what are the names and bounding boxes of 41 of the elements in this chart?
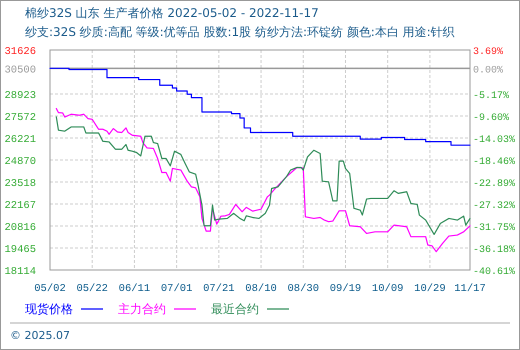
x-tick-label: 09/19 bbox=[330, 283, 362, 295]
y2-tick-label: -40.61% bbox=[473, 267, 516, 278]
y-tick-label: 19465 bbox=[4, 244, 36, 256]
y-tick-label: 26221 bbox=[4, 134, 36, 146]
y2-tick-label: -36.18% bbox=[473, 245, 516, 256]
chart-title: 棉纱32S 山东 生产者价格 2022-05-02 - 2022-11-17 bbox=[25, 6, 319, 20]
y2-tick-label: -9.60% bbox=[473, 113, 510, 124]
x-tick-label: 08/10 bbox=[245, 283, 277, 295]
y-tick-label: 24870 bbox=[4, 156, 36, 168]
y-tick-label: 18114 bbox=[4, 266, 36, 278]
line-series bbox=[56, 116, 471, 236]
y2-tick-label: -5.17% bbox=[473, 91, 510, 102]
text: © 2025.07 bbox=[10, 329, 70, 342]
y-tick-label: 20816 bbox=[4, 222, 36, 234]
line-series bbox=[56, 108, 471, 252]
chart-subtitle: 纱支:32S 纱质:高配 等级:优等品 股数:1股 纺纱方法:环锭纺 颜色:本白 用途:针织 bbox=[25, 25, 455, 39]
x-tick-label: 06/11 bbox=[118, 283, 150, 295]
legend-label: 主力合约 bbox=[118, 302, 166, 316]
x-tick-label: 07/21 bbox=[203, 283, 235, 295]
legend-label: 现货价格 bbox=[25, 302, 73, 316]
y2-tick-label: 3.69% bbox=[473, 47, 504, 58]
x-tick-label: 08/30 bbox=[288, 283, 320, 295]
y2-tick-label: -22.89% bbox=[473, 179, 516, 190]
legend-label: 最近合约 bbox=[211, 302, 259, 316]
x-tick-label: 05/02 bbox=[34, 283, 66, 295]
y-tick-label: 27572 bbox=[4, 112, 36, 124]
x-tick-label: 07/01 bbox=[160, 283, 192, 295]
y2-tick-label: -27.32% bbox=[473, 201, 516, 212]
x-tick-label: 05/22 bbox=[76, 283, 108, 295]
x-tick-label: 11/17 bbox=[454, 283, 486, 295]
y2-tick-label: -14.03% bbox=[473, 135, 516, 146]
y-tick-label: 28923 bbox=[4, 90, 36, 102]
x-tick-label: 10/29 bbox=[414, 283, 446, 295]
y2-tick-label: -18.46% bbox=[473, 157, 516, 168]
y-tick-label: 31626 bbox=[4, 46, 36, 58]
x-tick-label: 10/09 bbox=[372, 283, 404, 295]
y-tick-label: 22167 bbox=[4, 200, 36, 212]
y-tick-label: 30500 bbox=[4, 64, 36, 76]
y-tick-label: 23518 bbox=[4, 178, 36, 190]
y2-tick-label: 0.00% bbox=[473, 65, 504, 76]
y2-tick-label: -31.75% bbox=[473, 223, 516, 234]
